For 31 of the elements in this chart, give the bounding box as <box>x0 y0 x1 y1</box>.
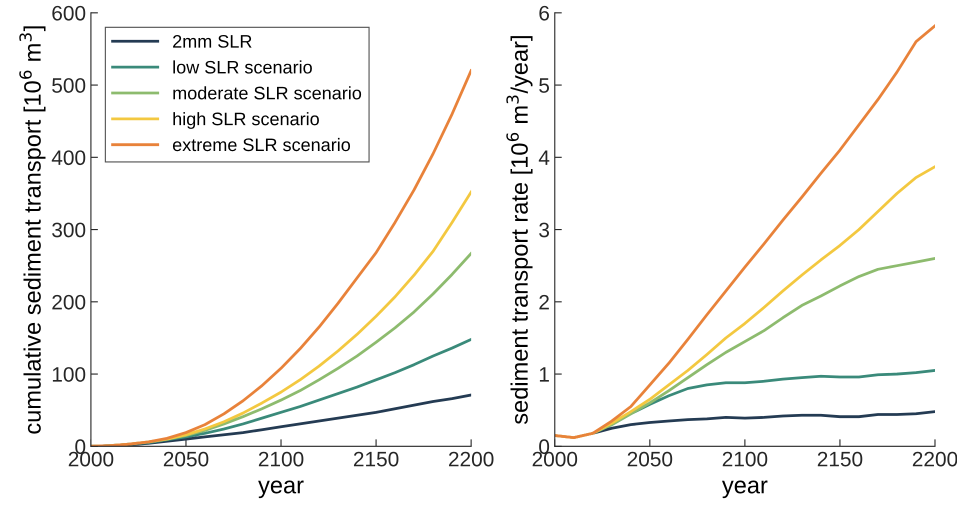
x-axis-title: year <box>722 480 768 498</box>
y-tick-label: 6 <box>539 6 549 21</box>
x-tick-label: 2100 <box>258 452 304 466</box>
x-tick-label: 2100 <box>722 452 768 466</box>
x-tick-label: 2200 <box>449 452 494 466</box>
y-tick-label: 3 <box>539 222 549 238</box>
legend-label: high SLR scenario <box>173 112 319 129</box>
line-series <box>554 24 935 440</box>
y-tick-label: 300 <box>52 222 86 238</box>
x-tick-label: 2200 <box>912 452 957 466</box>
x-tick-label: 2050 <box>164 452 208 466</box>
x-tick-label: 2050 <box>628 452 672 466</box>
y-axis-title: cumulative sediment transport [10$^{6}$ m$^{3}$] <box>19 26 46 434</box>
legend-label: low SLR scenario <box>173 60 312 74</box>
legend-label: 2mm SLR <box>173 34 252 48</box>
legend-label: moderate SLR scenario <box>173 86 362 100</box>
y-tick-label: 2 <box>539 294 549 310</box>
x-tick-label: 2150 <box>818 452 862 466</box>
y-tick-label: 1 <box>540 367 549 382</box>
y-tick-label: 500 <box>52 78 86 93</box>
y-tick-label: 4 <box>538 150 550 165</box>
y-tick-label: 400 <box>52 150 86 166</box>
x-tick-label: 2150 <box>354 452 398 466</box>
y-axis-title: sediment transport rate [10$^{6}$ m$^{3}$/year] <box>506 36 533 424</box>
line-series <box>591 410 935 435</box>
y-tick-label: 600 <box>52 6 86 21</box>
y-tick-label: 200 <box>52 294 86 310</box>
legend-label: extreme SLR scenario <box>172 138 350 152</box>
y-tick-label: 5 <box>539 78 550 93</box>
x-axis-title: year <box>258 480 304 498</box>
y-tick-label: 100 <box>52 367 86 382</box>
